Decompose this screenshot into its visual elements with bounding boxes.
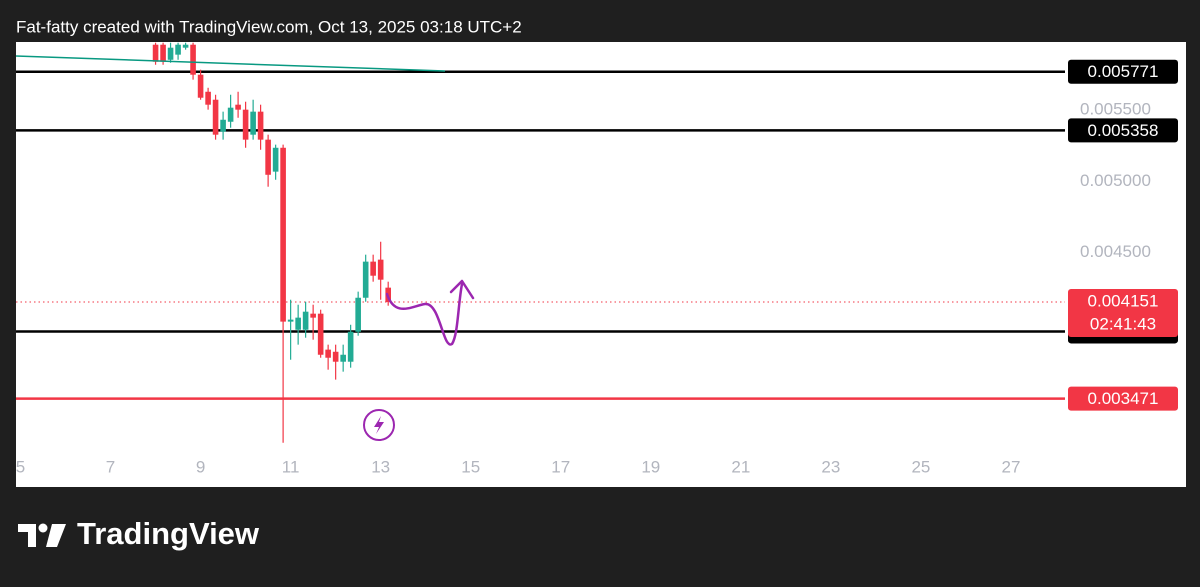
projection-path: [385, 282, 464, 346]
level-label: 0.005771: [1088, 62, 1159, 81]
chart-title: Fat-fatty created with TradingView.com, …: [16, 17, 522, 36]
candle-body: [340, 354, 346, 362]
y-tick-label: 0.005500: [1080, 100, 1151, 119]
candle-body: [295, 317, 301, 330]
candle-body: [175, 44, 181, 55]
candle-body: [325, 349, 331, 358]
candle-body: [242, 109, 249, 140]
x-tick-label: 27: [1002, 457, 1021, 476]
countdown-label: 02:41:43: [1090, 314, 1156, 333]
chart-area: [16, 42, 1186, 487]
y-tick-label: 0.004500: [1080, 242, 1151, 261]
candle-body: [160, 44, 166, 62]
candle-body: [310, 313, 316, 318]
candle-body: [190, 44, 196, 75]
candle-body: [377, 259, 384, 280]
candle-body: [347, 331, 354, 362]
logo-t: [18, 524, 36, 547]
candle-body: [182, 44, 189, 48]
logo-v: [46, 524, 66, 547]
x-tick-label: 9: [196, 457, 205, 476]
x-tick-label: 17: [551, 457, 570, 476]
current-price-box: [1068, 289, 1178, 338]
y-tick-label: 0.005000: [1080, 171, 1151, 190]
level-label-box: [1068, 118, 1178, 143]
candle-body: [265, 139, 271, 175]
candle-body: [362, 261, 369, 298]
candle-body: [167, 47, 174, 60]
trend-line: [15, 55, 446, 72]
candle-body: [235, 104, 241, 110]
candle-body: [227, 107, 234, 122]
candle-body: [302, 311, 309, 330]
current-price-label: 0.004151: [1088, 291, 1159, 310]
candle-body: [272, 147, 279, 172]
candle-body: [220, 119, 226, 132]
projection-arrow: [449, 279, 475, 300]
candle-body: [152, 44, 159, 62]
candle-body: [205, 91, 211, 105]
x-tick-label: 23: [821, 457, 840, 476]
x-tick-label: 11: [282, 457, 300, 476]
level-label-box: [1068, 59, 1178, 84]
candle-body: [355, 297, 361, 332]
x-tick-label: 5: [16, 457, 25, 476]
logo-dot: [38, 523, 48, 533]
event-icon-bolt: [374, 416, 384, 434]
x-tick-label: 15: [461, 457, 480, 476]
level-label: 0.003471: [1088, 389, 1159, 408]
level-label: 0.005358: [1088, 121, 1159, 140]
x-tick-label: 7: [106, 457, 115, 476]
level-label-box: [1068, 386, 1178, 411]
candle-body: [197, 74, 204, 98]
candle-body: [250, 111, 256, 135]
candle-body: [317, 313, 324, 355]
candle-body: [370, 261, 376, 276]
watermark: TradingView: [77, 516, 260, 551]
x-tick-label: 19: [641, 457, 660, 476]
plot: [16, 42, 1065, 443]
candle-body: [212, 99, 219, 135]
x-tick-label: 21: [731, 457, 750, 476]
candle-body: [332, 351, 339, 362]
candle-body: [280, 147, 286, 322]
candle-body: [287, 319, 294, 322]
logo: [18, 523, 66, 547]
overlay: 0.005500 0.005000 0.004500 5 7 9 11 13 15 17 19 21 2…: [16, 59, 1178, 476]
x-tick-label: 13: [371, 457, 390, 476]
x-tick-label: 25: [911, 457, 930, 476]
candle-body: [257, 111, 264, 140]
